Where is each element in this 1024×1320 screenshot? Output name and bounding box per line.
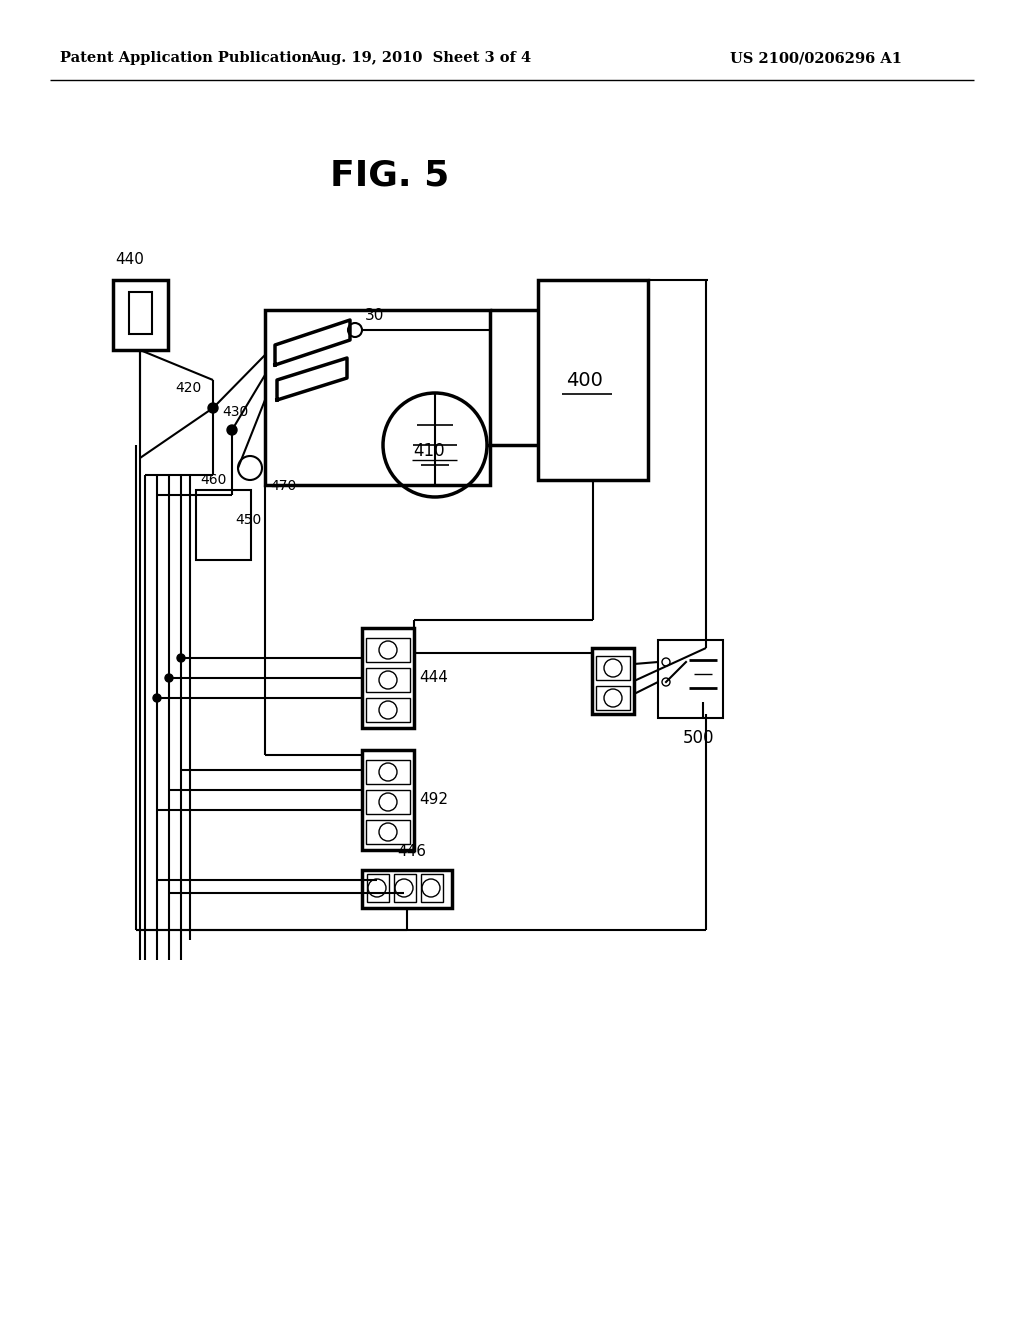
- Text: 410: 410: [413, 442, 444, 459]
- Bar: [366, 760, 410, 784]
- Bar: [538, 280, 648, 480]
- Circle shape: [208, 403, 218, 413]
- Text: 470: 470: [270, 479, 296, 492]
- Text: US 2100/0206296 A1: US 2100/0206296 A1: [730, 51, 902, 65]
- Circle shape: [165, 675, 173, 682]
- Bar: [366, 698, 410, 722]
- Text: 440: 440: [115, 252, 144, 268]
- Bar: [366, 789, 410, 814]
- Text: Patent Application Publication: Patent Application Publication: [60, 51, 312, 65]
- Text: 400: 400: [566, 371, 603, 389]
- Bar: [362, 750, 414, 850]
- Text: 420: 420: [175, 381, 202, 395]
- Text: 460: 460: [200, 473, 226, 487]
- Text: 30: 30: [365, 308, 384, 322]
- Text: 492: 492: [419, 792, 449, 808]
- Circle shape: [177, 653, 185, 663]
- Circle shape: [153, 694, 161, 702]
- Bar: [394, 874, 416, 902]
- Bar: [265, 310, 490, 484]
- Bar: [366, 668, 410, 692]
- Text: 450: 450: [234, 513, 261, 527]
- Bar: [592, 648, 634, 714]
- Bar: [596, 686, 630, 710]
- Text: Aug. 19, 2010  Sheet 3 of 4: Aug. 19, 2010 Sheet 3 of 4: [309, 51, 531, 65]
- Bar: [366, 820, 410, 843]
- Bar: [362, 628, 414, 729]
- Text: 446: 446: [397, 845, 426, 859]
- Bar: [129, 292, 152, 334]
- Bar: [596, 656, 630, 680]
- Text: FIG. 5: FIG. 5: [331, 158, 450, 191]
- Text: 430: 430: [222, 405, 248, 418]
- Circle shape: [227, 425, 237, 436]
- Bar: [196, 490, 251, 560]
- Bar: [113, 280, 168, 350]
- Bar: [421, 874, 443, 902]
- Bar: [362, 870, 452, 908]
- Bar: [658, 640, 723, 718]
- Bar: [367, 874, 389, 902]
- Text: 444: 444: [419, 671, 447, 685]
- Text: 500: 500: [683, 729, 715, 747]
- Bar: [366, 638, 410, 663]
